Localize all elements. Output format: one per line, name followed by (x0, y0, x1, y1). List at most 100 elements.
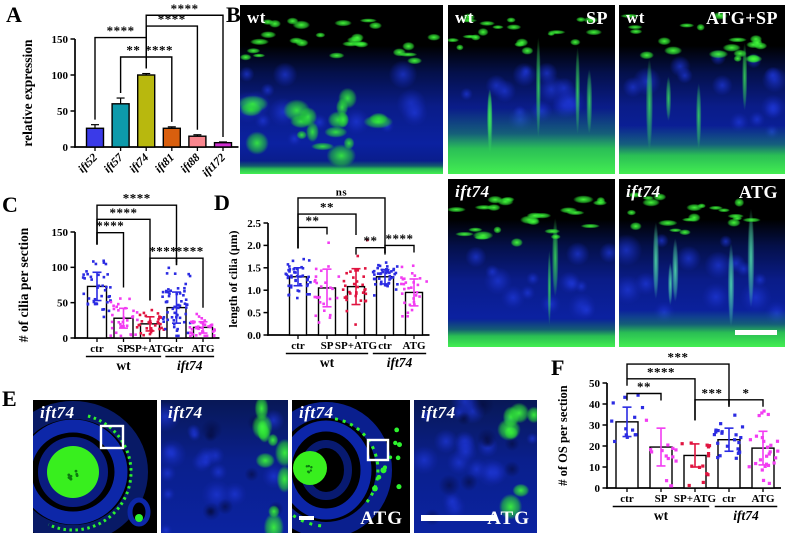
data-point (767, 452, 771, 456)
data-point (195, 312, 199, 316)
data-point (190, 331, 194, 335)
svg-text:****: **** (96, 218, 124, 233)
data-point (182, 320, 186, 324)
data-point (287, 293, 290, 297)
data-point (135, 325, 139, 329)
data-point (286, 275, 290, 278)
data-point (322, 302, 325, 306)
data-point (203, 319, 207, 322)
data-point (611, 401, 615, 405)
data-point (101, 308, 104, 311)
data-point (162, 328, 166, 331)
svg-text:2.0: 2.0 (247, 240, 261, 252)
data-point (754, 461, 758, 466)
data-point (290, 274, 293, 278)
data-point (760, 468, 764, 472)
data-point (198, 332, 202, 336)
data-point (387, 281, 391, 285)
svg-text:0: 0 (63, 142, 69, 154)
data-point (318, 295, 321, 299)
eye-section-drawing (33, 400, 157, 533)
data-point (774, 456, 778, 460)
svg-text:SP: SP (321, 340, 334, 352)
svg-text:**: ** (320, 200, 334, 215)
data-point (761, 478, 766, 483)
data-point (324, 281, 327, 284)
data-point (296, 289, 300, 292)
data-point (112, 307, 116, 311)
data-point (184, 306, 188, 309)
data-point (765, 445, 770, 449)
data-point (200, 317, 204, 320)
data-point (167, 288, 170, 291)
data-point (384, 271, 388, 275)
data-point (173, 305, 176, 309)
data-point (393, 272, 396, 276)
svg-text:ctr: ctr (378, 340, 392, 352)
data-point (386, 270, 390, 274)
data-point (766, 463, 771, 468)
svg-text:ns: ns (336, 186, 348, 198)
svg-text:ctr: ctr (722, 493, 736, 505)
data-point (292, 267, 296, 271)
data-point (374, 283, 377, 286)
data-point (184, 312, 188, 316)
data-point (664, 479, 669, 483)
data-point (89, 275, 93, 279)
svg-text:# of cilia per section: # of cilia per section (16, 227, 31, 342)
data-point (172, 325, 176, 329)
data-point (364, 299, 368, 303)
data-point (287, 284, 291, 288)
svg-text:**: ** (364, 233, 378, 248)
svg-text:SP+ATG: SP+ATG (129, 343, 172, 355)
panel-b-image-wt-sp: wt SP (448, 5, 615, 174)
data-point (640, 405, 645, 410)
data-point (165, 272, 169, 275)
data-point (322, 309, 326, 313)
svg-text:****: **** (123, 191, 151, 206)
data-point (766, 412, 770, 417)
photoreceptor-layer-dots (47, 414, 133, 532)
treatment-label: ATG+SP (706, 8, 778, 28)
data-point (161, 317, 165, 321)
data-point (119, 322, 122, 326)
data-point (416, 283, 420, 287)
data-point (313, 295, 317, 299)
data-point (361, 283, 364, 287)
data-point (613, 439, 617, 444)
data-point (103, 288, 107, 292)
data-point (169, 289, 173, 293)
data-point (363, 267, 367, 270)
data-point (138, 313, 142, 317)
scale-bar (299, 516, 314, 520)
svg-text:SP: SP (655, 493, 668, 505)
data-point (285, 273, 289, 277)
data-point (288, 265, 291, 268)
data-point (769, 443, 773, 447)
significance-bracket (626, 363, 730, 405)
data-point (119, 325, 123, 329)
data-point (394, 288, 398, 291)
data-point (748, 438, 753, 442)
data-point (128, 297, 131, 301)
data-point (162, 320, 165, 324)
data-point (180, 300, 183, 303)
data-point (109, 300, 113, 304)
data-point (165, 290, 168, 294)
data-point (314, 275, 318, 278)
data-point (190, 327, 194, 331)
panel-b-image-ift74-atg: ift74 ATG (619, 179, 785, 347)
data-point (183, 286, 186, 290)
data-point (411, 264, 415, 268)
data-point (733, 438, 737, 442)
data-point (725, 444, 730, 448)
data-point (401, 314, 404, 318)
panel-b-label: B (226, 2, 241, 27)
panel-c-label: C (2, 192, 18, 217)
genotype-label: ift74 (168, 403, 203, 422)
data-point (319, 269, 323, 273)
data-point (93, 302, 97, 306)
data-point (125, 319, 129, 322)
data-point (156, 312, 160, 315)
data-point (767, 481, 771, 485)
